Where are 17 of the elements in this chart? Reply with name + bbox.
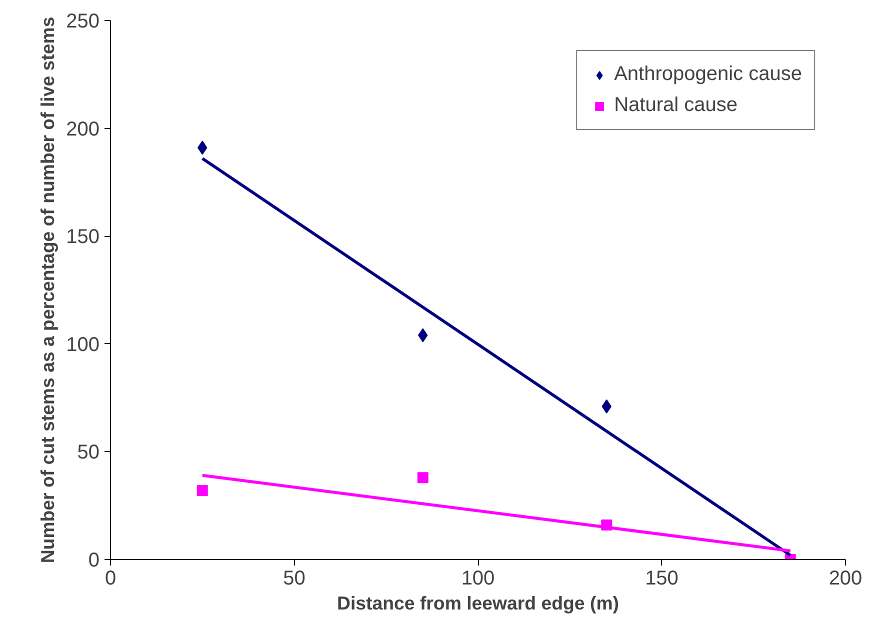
x-tick-label: 150: [645, 568, 678, 590]
y-axis-title: Number of cut stems as a percentage of number of live stems: [37, 16, 58, 564]
y-tick-label: 200: [66, 118, 100, 140]
x-tick-label: 0: [104, 568, 116, 590]
point: [417, 472, 428, 484]
x-axis-title: Distance from leeward edge (m): [337, 592, 620, 614]
legend-label: Anthropogenic cause: [614, 63, 802, 86]
y-tick-label: 250: [66, 10, 100, 32]
y-tick-label: 150: [66, 226, 100, 248]
y-tick-label: 100: [66, 334, 100, 356]
y-tick-label: 50: [77, 442, 100, 464]
point: [196, 485, 208, 496]
y-tick-label: 0: [88, 550, 100, 572]
x-tick-label: 100: [461, 568, 495, 590]
x-tick-label: 200: [828, 568, 862, 590]
x-tick-label: 50: [283, 568, 306, 590]
legend-label: Natural cause: [614, 94, 738, 117]
